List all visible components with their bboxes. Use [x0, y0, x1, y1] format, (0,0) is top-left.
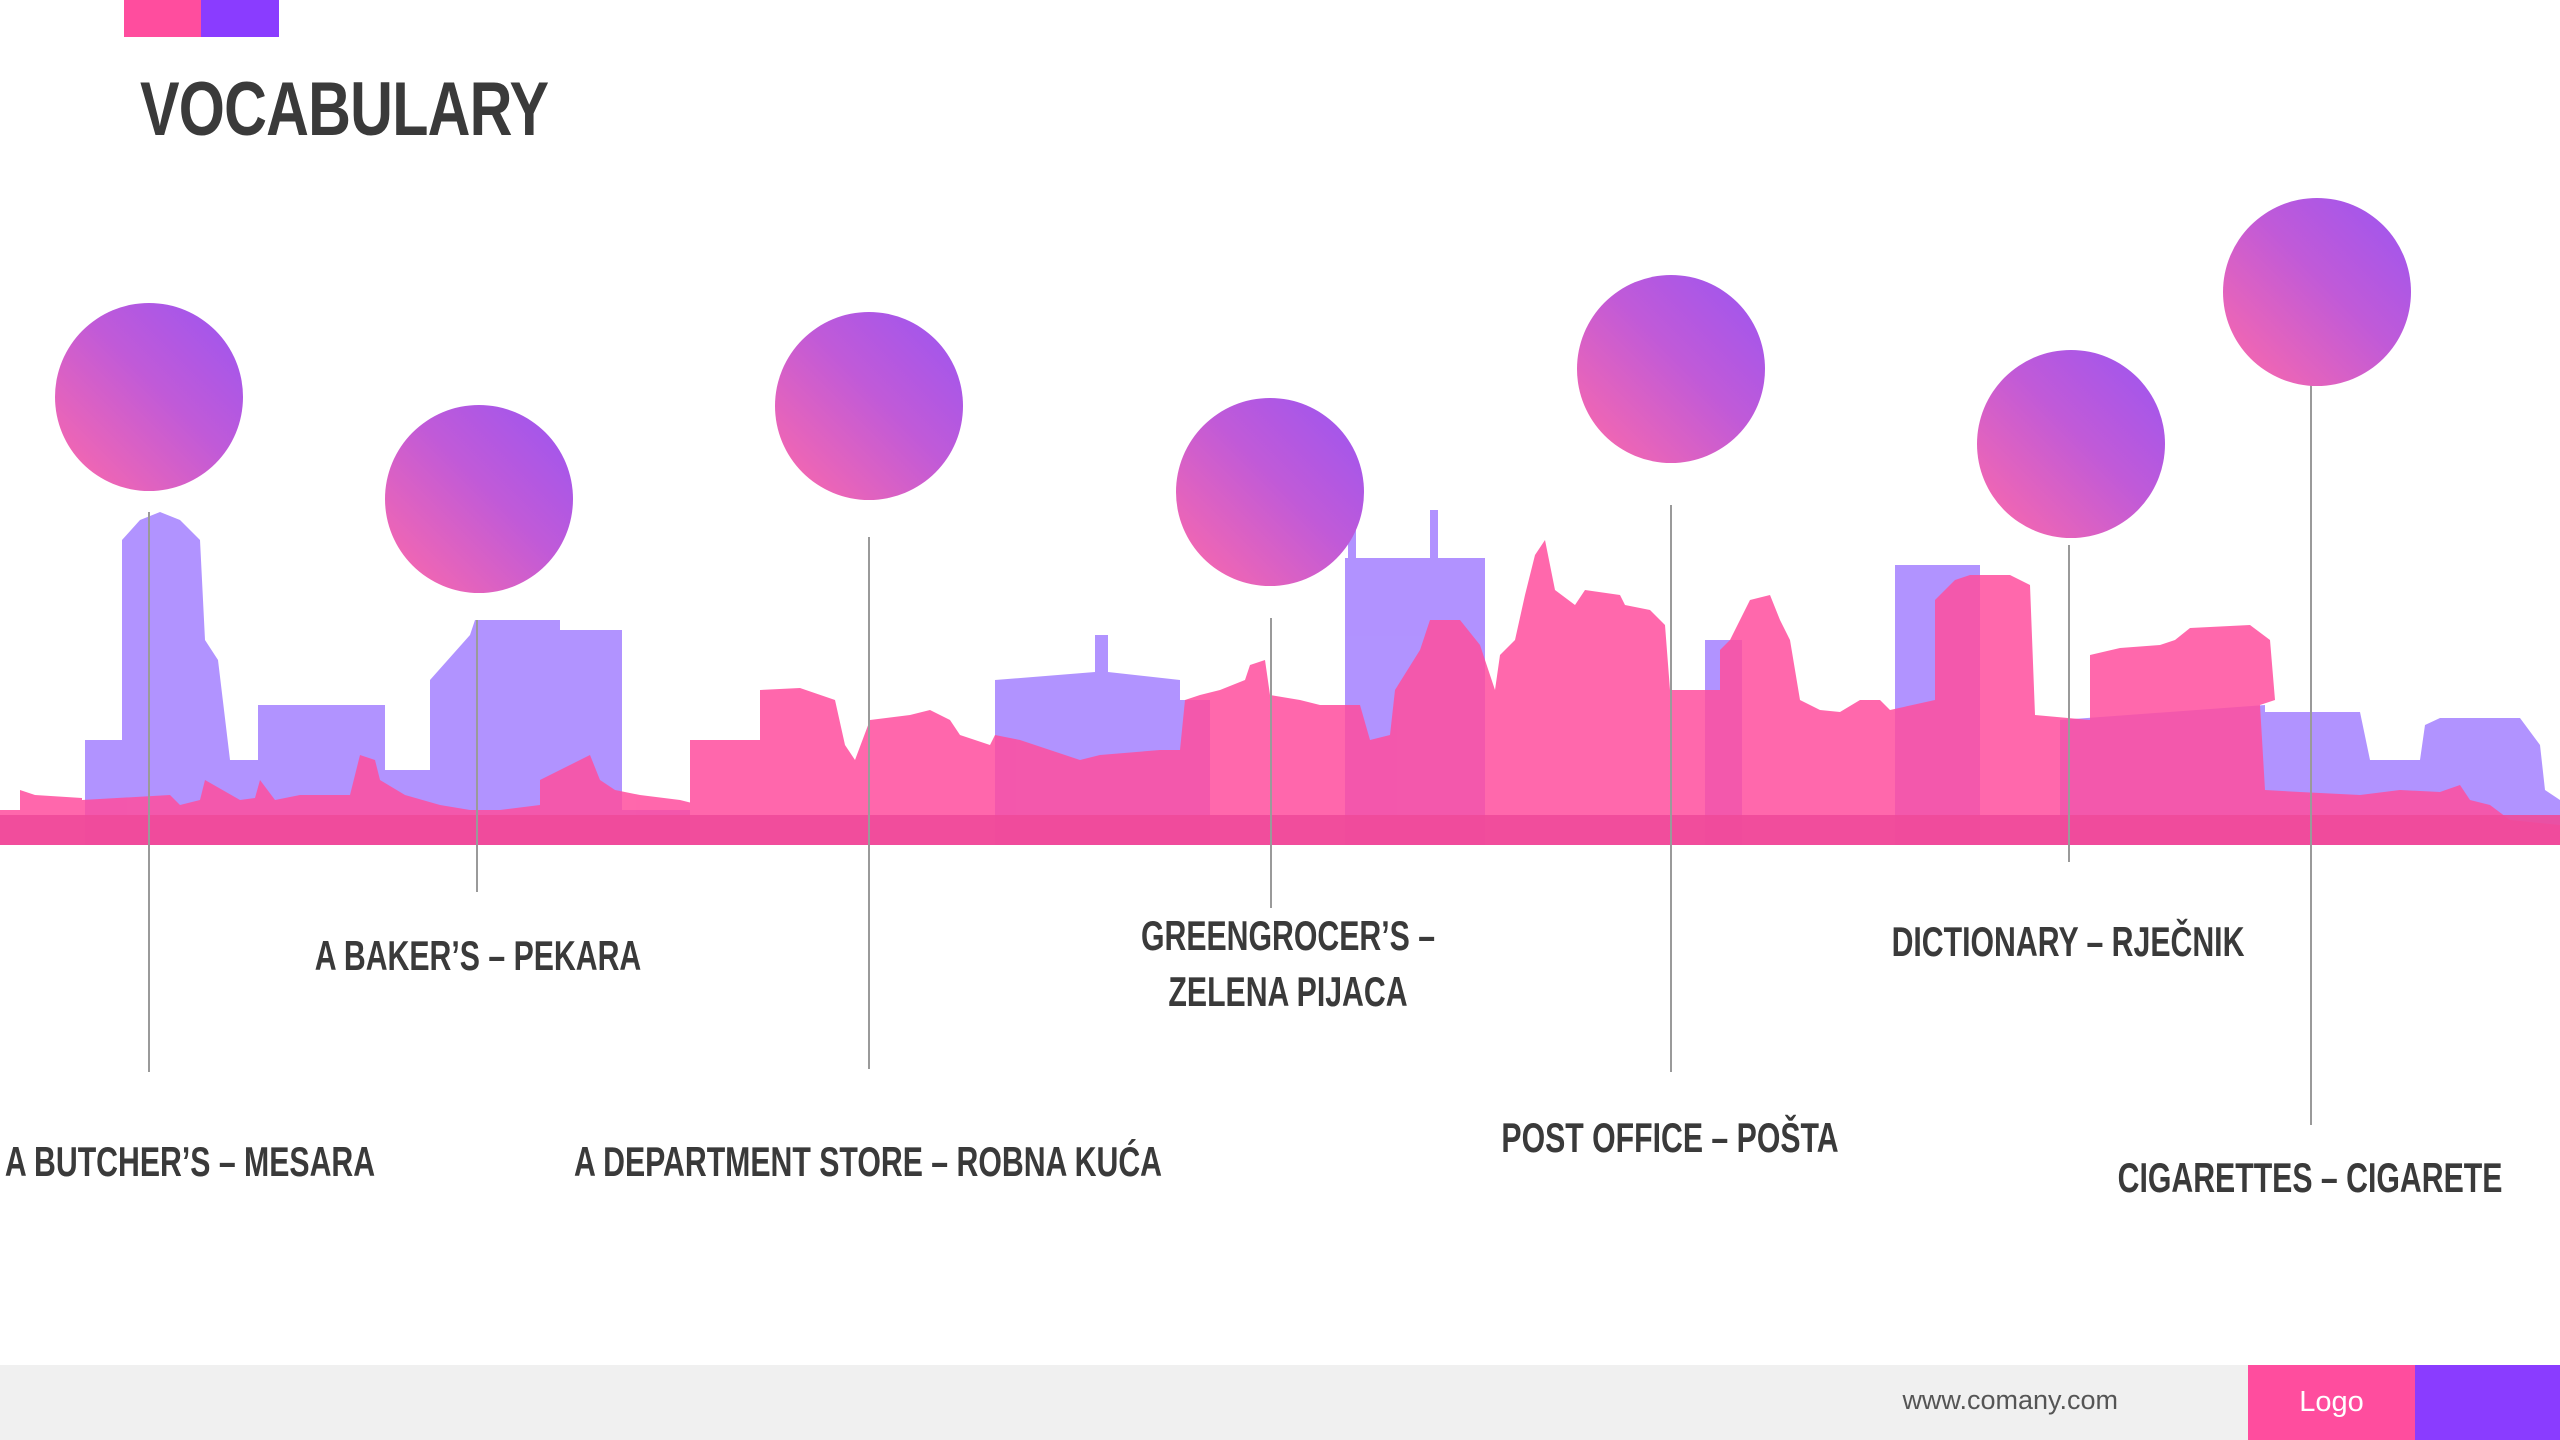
pin-line-greengrocer [1270, 618, 1272, 908]
pin-line-cigarettes [2310, 310, 2312, 1125]
pin-line-baker [476, 620, 478, 892]
bubble-cigarettes [2223, 198, 2411, 386]
label-department-store: A DEPARTMENT STORE – ROBNA KUĆA [573, 1138, 1163, 1185]
label-baker: A BAKER’S – PEKARA [314, 932, 642, 979]
label-post-office: POST OFFICE – POŠTA [1501, 1114, 1839, 1161]
accent-bar-purple [201, 0, 279, 37]
label-butcher: A BUTCHER’S – MESARA [4, 1138, 376, 1185]
bubble-dictionary [1977, 350, 2165, 538]
pin-line-department-store [868, 537, 870, 1069]
accent-bar-pink [124, 0, 201, 37]
pin-line-post-office [1670, 505, 1672, 1072]
label-cigarettes: CIGARETTES – CIGARETE [2117, 1154, 2503, 1201]
logo-box: Logo [2248, 1365, 2415, 1440]
footer-url[interactable]: www.comany.com [1902, 1385, 2118, 1415]
bubble-baker [385, 405, 573, 593]
bubble-greengrocer [1176, 398, 1364, 586]
page-title: VOCABULARY [140, 67, 549, 152]
logo-accent-purple [2415, 1365, 2560, 1440]
pin-line-butcher [148, 512, 150, 1072]
bubble-department-store [775, 312, 963, 500]
bubble-butcher [55, 303, 243, 491]
bubble-post-office [1577, 275, 1765, 463]
pin-line-dictionary [2068, 545, 2070, 862]
label-greengrocer: GREENGROCER’S – ZELENA PIJACA [1140, 912, 1436, 1015]
label-dictionary: DICTIONARY – RJEČNIK [1891, 918, 2245, 965]
logo-text: Logo [2299, 1386, 2364, 1418]
footer-bar [0, 1365, 2560, 1440]
